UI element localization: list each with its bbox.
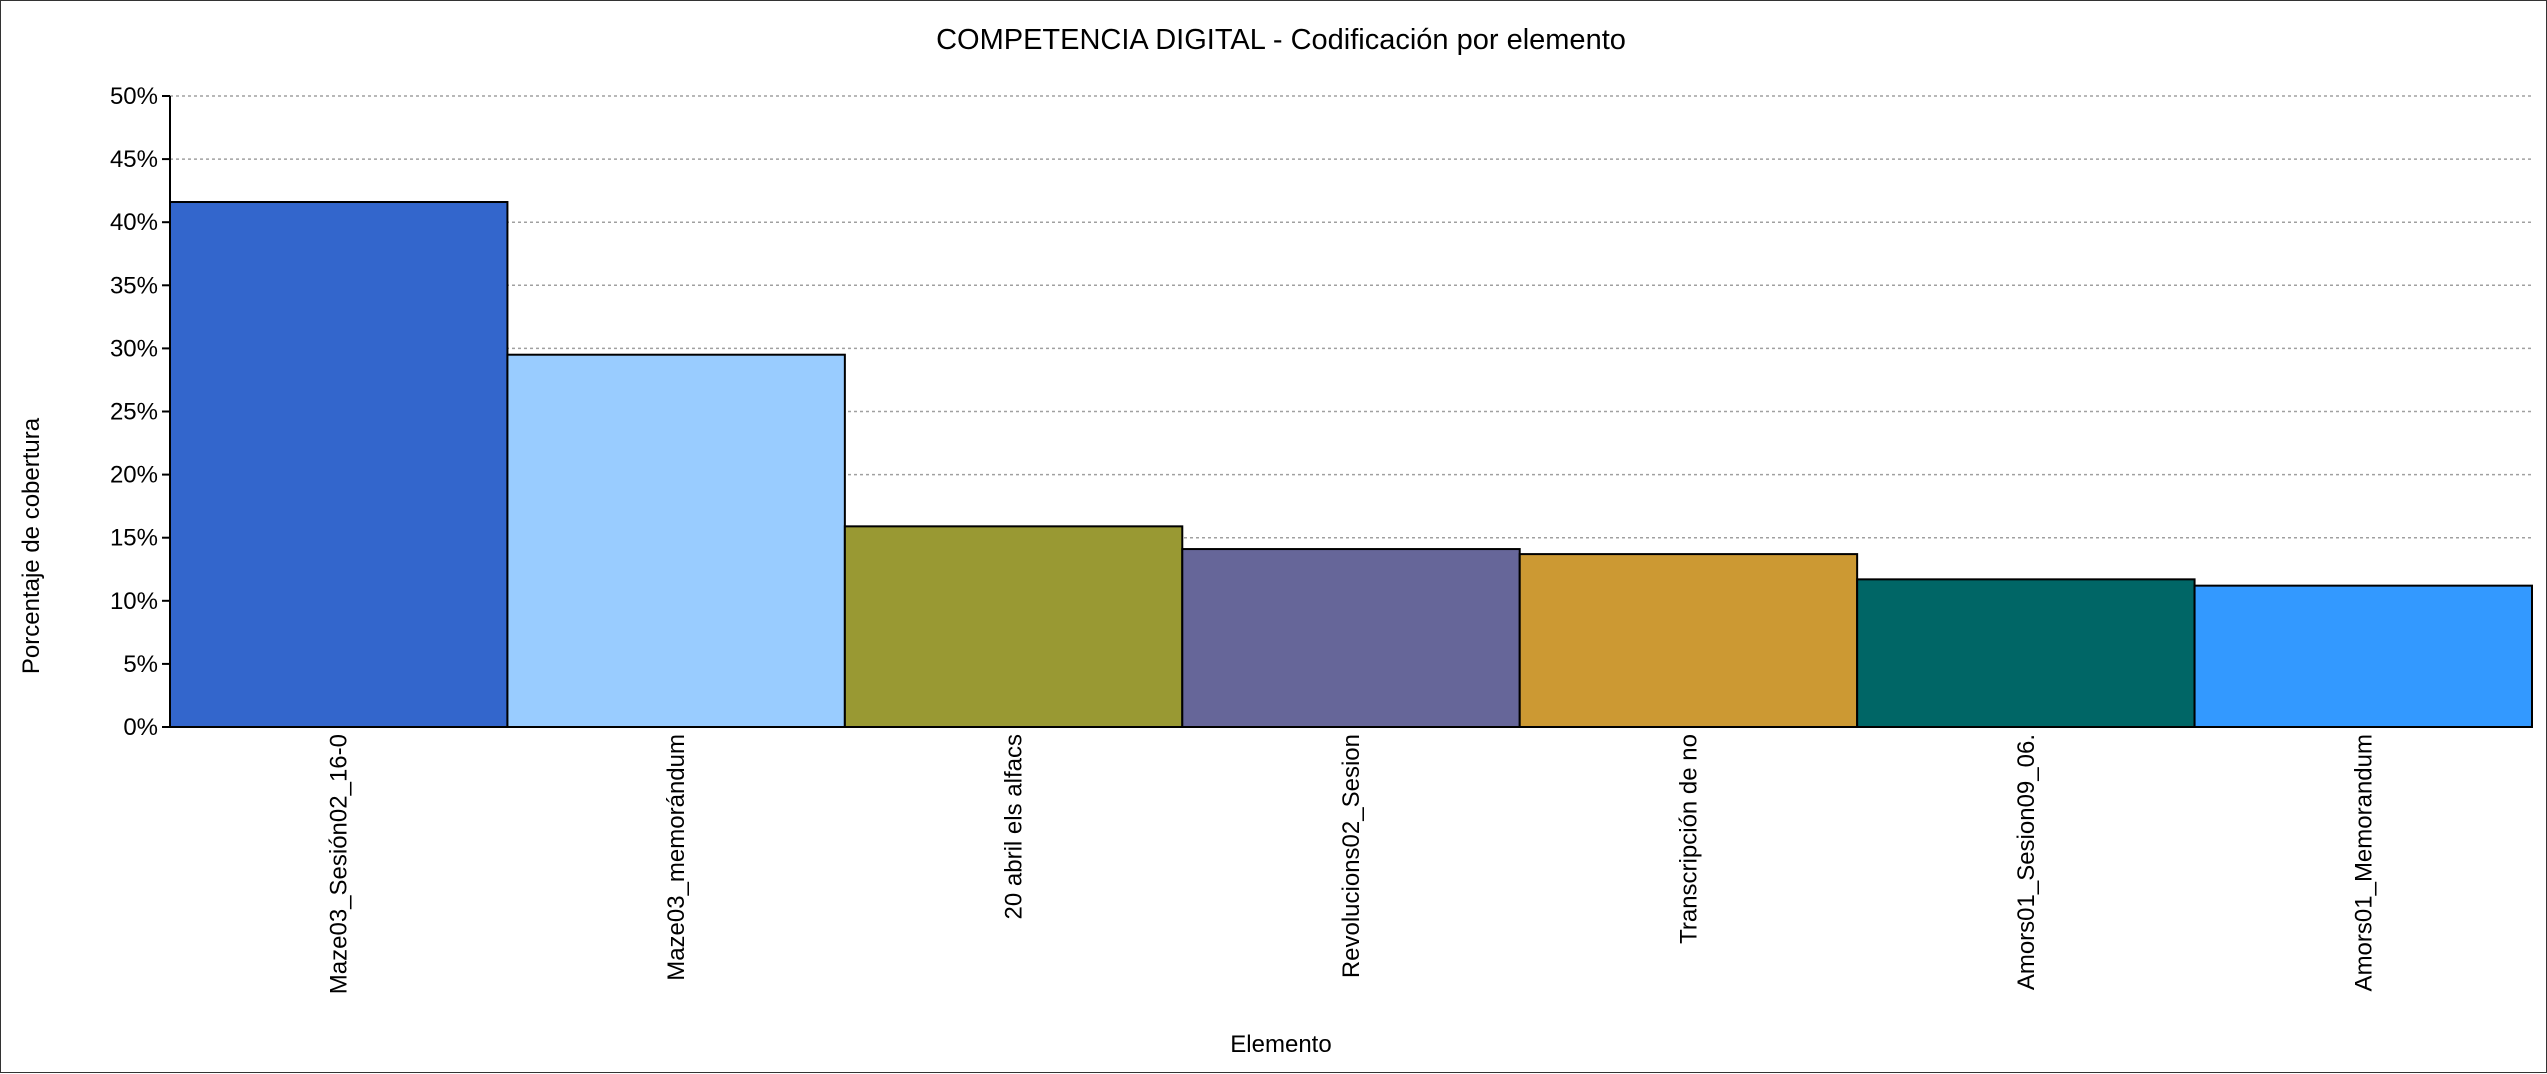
x-category-label: Amors01_Memorandum: [2350, 734, 2377, 991]
y-tick-label: 40%: [110, 209, 158, 236]
bar: [1518, 553, 1859, 729]
x-category-label: Amors01_Sesion09_06.: [2013, 734, 2040, 990]
y-tick-label: 5%: [123, 651, 158, 678]
bar: [1181, 548, 1521, 728]
bar: [2193, 584, 2534, 728]
bar: [843, 525, 1184, 728]
y-tick-label: 45%: [110, 146, 158, 173]
x-axis-title: Elemento: [1230, 1031, 1331, 1058]
x-category-labels: Maze03_Sesión02_16-0 Maze03_memorándum 20 …: [326, 734, 2378, 994]
bar: [1856, 578, 2196, 729]
y-tick-labels: 0% 5% 10% 15% 20% 25% 30% 35% 40% 45% 50%: [110, 83, 170, 741]
y-tick-label: 20%: [110, 462, 158, 489]
chart-title: COMPETENCIA DIGITAL - Codificación por e…: [936, 24, 1626, 56]
y-tick-label: 50%: [110, 83, 158, 110]
x-category-label: Revolucions02_Sesion: [1338, 734, 1365, 978]
bar: [506, 353, 846, 728]
x-category-label: Maze03_memorándum: [663, 734, 690, 981]
x-category-label: 20 abril els alfacs: [1001, 734, 1028, 919]
bar: [169, 201, 509, 728]
y-tick-label: 10%: [110, 588, 158, 615]
y-tick-label: 35%: [110, 272, 158, 299]
x-category-label: Maze03_Sesión02_16-0: [326, 734, 353, 994]
x-category-label: Transcripción de no: [1675, 734, 1702, 944]
y-tick-label: 25%: [110, 399, 158, 426]
bars: [169, 201, 2534, 729]
y-tick-label: 30%: [110, 335, 158, 362]
y-axis-title: Porcentaje de cobertura: [18, 417, 45, 674]
y-tick-label: 15%: [110, 525, 158, 552]
y-tick-label: 0%: [123, 714, 158, 741]
